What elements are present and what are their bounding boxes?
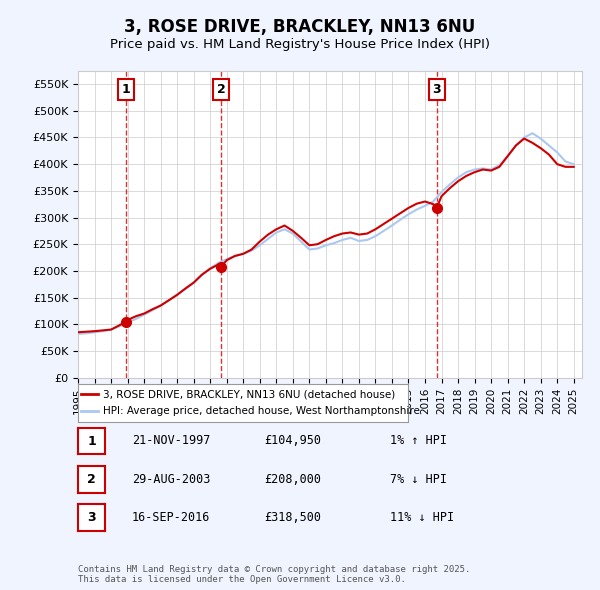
Text: 1% ↑ HPI: 1% ↑ HPI: [390, 434, 447, 447]
Text: 3, ROSE DRIVE, BRACKLEY, NN13 6NU (detached house): 3, ROSE DRIVE, BRACKLEY, NN13 6NU (detac…: [103, 389, 395, 399]
Text: £318,500: £318,500: [264, 511, 321, 524]
Text: 2: 2: [87, 473, 96, 486]
Text: 1: 1: [87, 434, 96, 448]
Text: £208,000: £208,000: [264, 473, 321, 486]
Text: 3: 3: [87, 511, 96, 525]
Text: 3, ROSE DRIVE, BRACKLEY, NN13 6NU: 3, ROSE DRIVE, BRACKLEY, NN13 6NU: [124, 18, 476, 35]
Text: 21-NOV-1997: 21-NOV-1997: [132, 434, 211, 447]
Text: HPI: Average price, detached house, West Northamptonshire: HPI: Average price, detached house, West…: [103, 406, 419, 416]
Text: 3: 3: [433, 83, 441, 96]
Text: £104,950: £104,950: [264, 434, 321, 447]
Text: 2: 2: [217, 83, 226, 96]
Text: 16-SEP-2016: 16-SEP-2016: [132, 511, 211, 524]
Text: 7% ↓ HPI: 7% ↓ HPI: [390, 473, 447, 486]
Text: 29-AUG-2003: 29-AUG-2003: [132, 473, 211, 486]
Text: 1: 1: [121, 83, 130, 96]
Text: Contains HM Land Registry data © Crown copyright and database right 2025.
This d: Contains HM Land Registry data © Crown c…: [78, 565, 470, 584]
Text: Price paid vs. HM Land Registry's House Price Index (HPI): Price paid vs. HM Land Registry's House …: [110, 38, 490, 51]
Text: 11% ↓ HPI: 11% ↓ HPI: [390, 511, 454, 524]
